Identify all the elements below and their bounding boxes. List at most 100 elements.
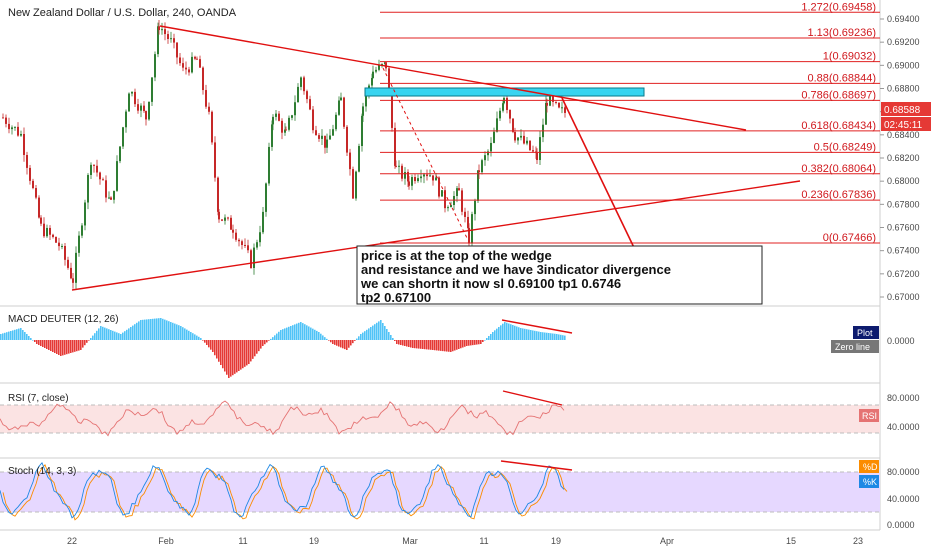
macd-bar: [508, 323, 510, 340]
candle-body: [105, 180, 107, 198]
candle-body: [558, 102, 560, 108]
candle-body: [202, 67, 204, 91]
lower-wedge-line[interactable]: [71, 180, 801, 291]
macd-bar: [468, 340, 470, 346]
candle-body: [461, 190, 463, 212]
candle-body: [512, 118, 514, 132]
candle-body: [404, 171, 406, 179]
rsi-divergence-line[interactable]: [502, 390, 563, 406]
candle-body: [335, 114, 337, 130]
upper-wedge-line[interactable]: [159, 25, 747, 131]
price-axis-tick: 0.67000: [887, 292, 920, 302]
stoch-k-legend[interactable]: [859, 475, 879, 488]
macd-bar: [0, 334, 2, 340]
macd-bar: [556, 334, 558, 340]
candle-body: [14, 126, 16, 128]
macd-bar: [404, 340, 406, 346]
price-axis-tick: 0.68400: [887, 130, 920, 140]
macd-bar: [558, 334, 560, 340]
macd-bar: [522, 328, 524, 340]
macd-bar: [530, 330, 532, 340]
candle-body: [20, 133, 22, 136]
stoch-axis-tick-0: 0.0000: [887, 520, 915, 530]
candle-body: [338, 100, 340, 115]
candle-body: [271, 124, 273, 147]
candle-body: [214, 142, 216, 178]
macd-bar: [496, 328, 498, 340]
candle-body: [232, 229, 234, 233]
macd-bar: [38, 340, 40, 345]
macd-bar: [506, 322, 508, 340]
rsi-label[interactable]: RSI (7, close): [8, 393, 69, 404]
candle-body: [549, 96, 551, 106]
time-axis-label: Feb: [158, 536, 174, 546]
stoch-divergence-line[interactable]: [500, 460, 573, 471]
price-axis-tick: 0.69000: [887, 60, 920, 70]
candle-body: [148, 101, 150, 120]
stoch-d-legend[interactable]: [859, 460, 879, 473]
annotation-box[interactable]: [356, 245, 763, 305]
macd-bar: [164, 319, 166, 340]
stoch-label[interactable]: Stoch (14, 3, 3): [8, 466, 76, 477]
candle-body: [11, 127, 13, 130]
macd-zero-legend[interactable]: [831, 340, 879, 353]
candle-body: [211, 111, 213, 143]
candle-body: [502, 103, 504, 111]
candle-body: [478, 170, 480, 173]
candle-body: [365, 93, 367, 107]
macd-bar: [118, 333, 120, 340]
stoch-lines: [0, 461, 568, 521]
candle-body: [221, 219, 223, 221]
candle-body: [529, 140, 531, 151]
candle-body: [375, 69, 377, 72]
macd-bar: [384, 326, 386, 340]
macd-bar: [228, 340, 230, 378]
time-axis[interactable]: 22 Feb 11 19 Mar 11 19 Apr 15 23: [67, 536, 863, 546]
candle-body: [102, 179, 104, 181]
macd-bar: [14, 329, 16, 340]
candle-body: [259, 232, 261, 243]
macd-bar: [466, 340, 468, 346]
macd-bar: [534, 330, 536, 340]
macd-bar: [380, 320, 382, 340]
macd-bar: [514, 325, 516, 340]
macd-bar: [184, 328, 186, 340]
macd-plot-legend[interactable]: [853, 326, 879, 339]
candle-body: [355, 171, 357, 199]
candle-body: [131, 91, 133, 94]
macd-bar: [218, 340, 220, 362]
last-price-badge: [881, 102, 931, 116]
candle-body: [312, 109, 314, 131]
fib-level-label: 0.236(0.67836): [801, 189, 876, 201]
macd-bar: [100, 326, 102, 340]
candle-body: [450, 205, 452, 208]
macd-bar: [172, 322, 174, 340]
macd-bar: [72, 340, 74, 353]
macd-bar: [98, 328, 100, 340]
candle-body: [288, 117, 290, 130]
resistance-zone[interactable]: [364, 87, 645, 97]
macd-bar: [46, 340, 48, 349]
macd-bar: [56, 340, 58, 354]
price-axis-tick: 0.67400: [887, 246, 920, 256]
macd-bar: [148, 319, 150, 340]
candle-body: [224, 217, 226, 221]
time-axis-label: Apr: [660, 536, 674, 546]
macd-label[interactable]: MACD DEUTER (12, 26): [8, 314, 119, 325]
candle-body: [23, 133, 25, 155]
rsi-legend[interactable]: [859, 409, 879, 422]
candle-body: [227, 217, 229, 219]
stoch-d-legend-text: %D: [863, 462, 878, 472]
macd-bar: [312, 328, 314, 340]
candle-body: [420, 176, 422, 179]
macd-divergence-line[interactable]: [501, 319, 573, 334]
macd-bar: [352, 340, 354, 344]
candle-body: [401, 165, 403, 179]
candle-body: [26, 154, 28, 168]
macd-bar: [198, 336, 200, 340]
macd-bar: [544, 332, 546, 340]
macd-bar: [212, 340, 214, 352]
candle-body: [55, 236, 57, 243]
macd-bar: [354, 340, 356, 341]
